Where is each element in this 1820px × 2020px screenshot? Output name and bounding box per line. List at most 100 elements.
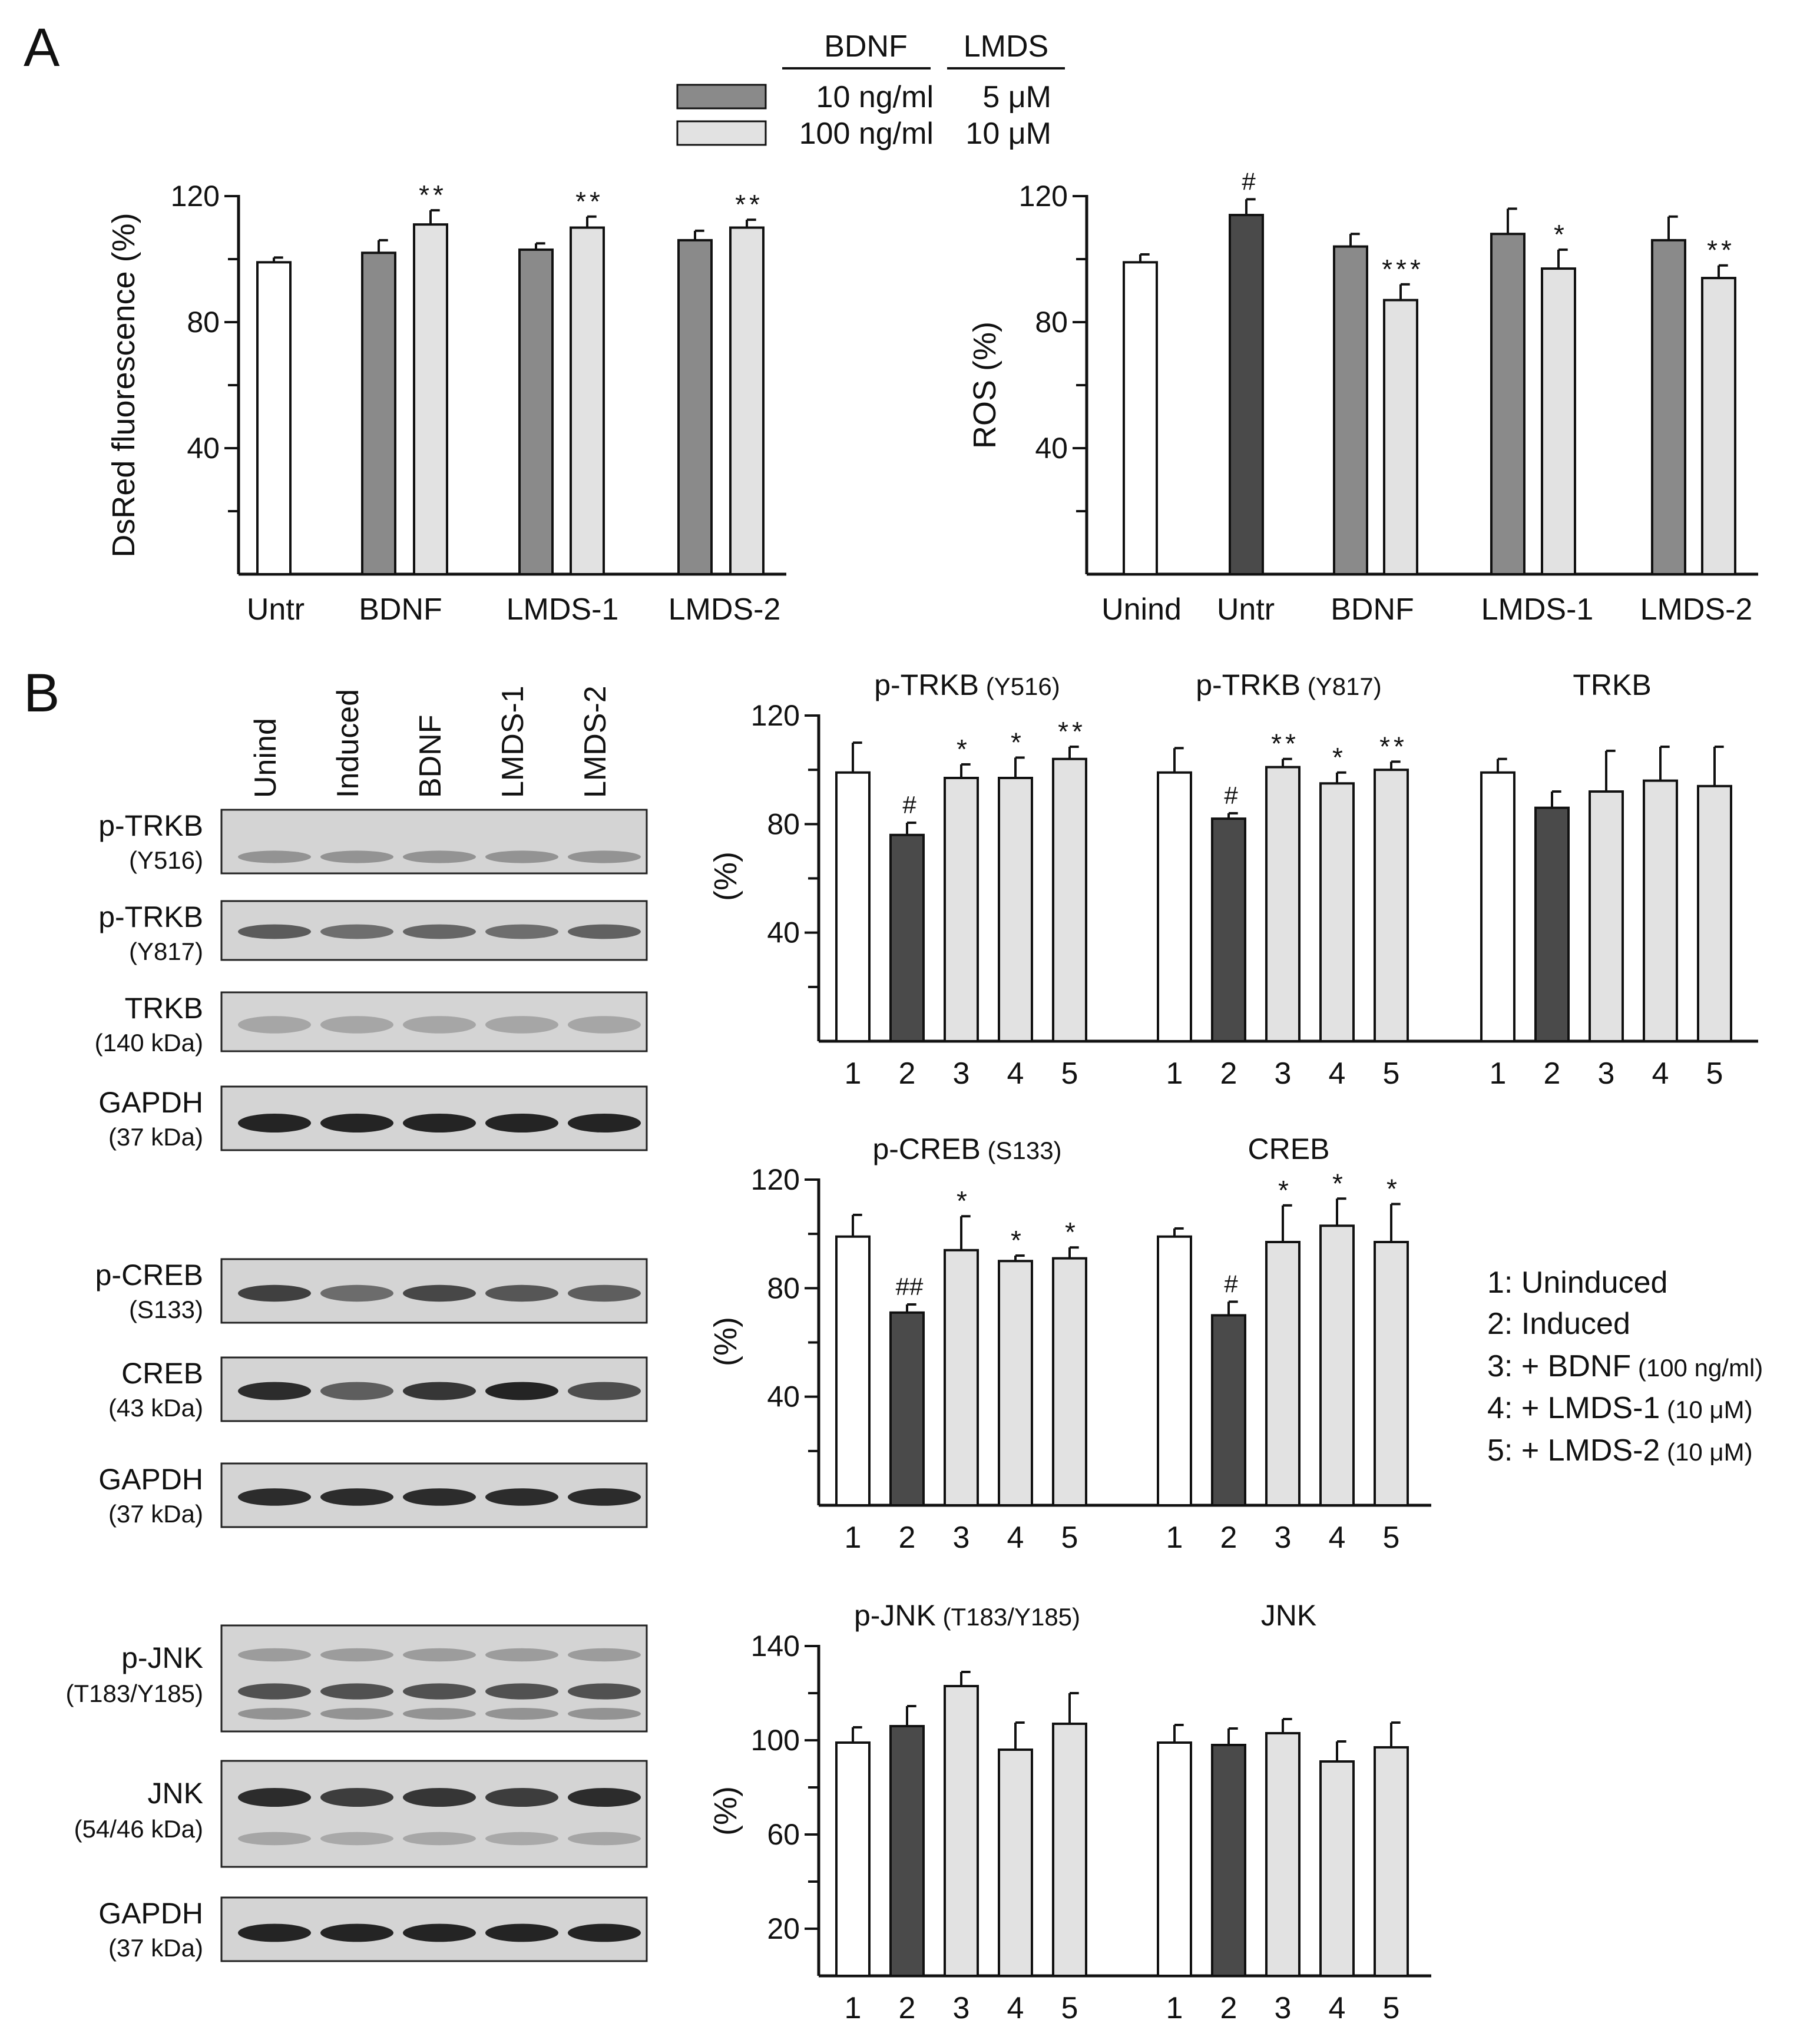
legend-bdnf-dose-2: 100 ng/ml: [799, 117, 934, 151]
ros-x-label-4: LMDS-1: [1481, 592, 1594, 627]
blot-row-sub-9: (54/46 kDa): [74, 1815, 203, 1843]
creb-g2-bar: [1157, 1235, 1192, 1506]
blot-row-sub-7: (37 kDa): [108, 1500, 203, 1528]
creb-group-title-1: p-CREB (S133): [872, 1132, 1061, 1165]
trkb-group-title-2: p-TRKB (Y817): [1196, 668, 1382, 701]
chart-trkb: 40 80 120 (%) p-TRKB (Y516) 1 #2 * 3 * 4 ** 5 p-TRKB …: [708, 668, 1758, 1091]
dsred-bar: [361, 251, 396, 575]
creb-g1-significance: *: [957, 1185, 971, 1216]
ros-y-tick-label: 80: [1035, 306, 1068, 339]
blot-band: [568, 1708, 641, 1720]
blot-band: [403, 924, 476, 939]
trkb-g1-bar: [835, 771, 871, 1043]
ros-bar: [1541, 267, 1576, 575]
trkb-y-axis-label: (%): [708, 852, 743, 901]
blot-band: [238, 850, 311, 863]
blot-band: [568, 1683, 641, 1700]
group-legend-item-4: 4: + LMDS-1 (10 μM): [1487, 1391, 1753, 1425]
trkb-g2-bar: [1157, 771, 1192, 1043]
blot-band: [238, 1114, 311, 1132]
creb-g2-bar: [1374, 1240, 1409, 1507]
blot-row-sub-8: (T183/Y185): [66, 1680, 203, 1707]
trkb-g3-bar: [1480, 771, 1515, 1043]
jnk-g2-bar: [1319, 1760, 1355, 1977]
creb-g1-bar: [944, 1249, 979, 1506]
trkb-g3-bar: [1589, 790, 1624, 1042]
creb-g1-x-label: 1: [845, 1521, 862, 1555]
ros-bar: [1701, 277, 1736, 575]
jnk-g1-bar: [1052, 1723, 1087, 1977]
blot-band: [238, 1708, 311, 1720]
blot-band: [238, 924, 311, 939]
ros-y-axis-label: ROS (%): [967, 322, 1002, 449]
creb-g1-x-label: 2: [899, 1521, 916, 1555]
dsred-x-label-3: LMDS-1: [507, 592, 619, 627]
blot-band: [485, 1708, 558, 1720]
blot-band: [320, 1488, 393, 1506]
blot-row-sub-2: (Y817): [129, 938, 203, 965]
blot-band: [485, 1284, 558, 1302]
dsred-x-label-4: LMDS-2: [669, 592, 781, 627]
jnk-y-tick-label: 60: [767, 1818, 800, 1851]
blot-row-label-10: GAPDH: [98, 1897, 203, 1930]
creb-y-tick-label: 120: [751, 1163, 800, 1196]
trkb-g2-x-label: 3: [1275, 1057, 1292, 1091]
blot-band: [403, 1788, 476, 1807]
ros-bar: [1383, 299, 1418, 575]
trkb-g2-bar: [1374, 769, 1409, 1042]
trkb-y-tick-label: 80: [767, 807, 800, 840]
creb-y-tick-label: 40: [767, 1380, 800, 1413]
trkb-g2-significance: #: [1224, 781, 1238, 809]
blot-band: [568, 1648, 641, 1662]
jnk-g1-x-label: 5: [1061, 1991, 1078, 2020]
trkb-y-tick-label: 120: [751, 699, 800, 732]
blot-row-sub-5: (S133): [129, 1296, 203, 1323]
creb-g2-significance: *: [1386, 1173, 1401, 1204]
blot-band: [568, 1832, 641, 1846]
blot-row-label-9: JNK: [148, 1777, 203, 1810]
panel-label-b: B: [24, 663, 59, 723]
trkb-g1-x-label: 4: [1007, 1057, 1024, 1091]
blot-strip-9: [220, 1760, 648, 1868]
blot-band: [485, 1923, 558, 1942]
blot-band: [485, 1788, 558, 1807]
creb-y-axis-label: (%): [708, 1317, 743, 1366]
creb-group-title-2: CREB: [1248, 1132, 1330, 1165]
trkb-g3-bar: [1534, 806, 1570, 1043]
creb-g2-significance: #: [1224, 1270, 1238, 1297]
trkb-g1-bar: [998, 776, 1033, 1043]
blot-band: [568, 924, 641, 939]
creb-g1-significance: ##: [896, 1273, 924, 1300]
group-legend-item-3: 3: + BDNF (100 ng/ml): [1487, 1349, 1763, 1383]
jnk-g2-x-label: 1: [1166, 1991, 1183, 2020]
creb-g1-significance: *: [1065, 1217, 1079, 1247]
creb-g1-significance: *: [1011, 1225, 1025, 1256]
chart-creb: 40 80 120 (%) p-CREB (S133) 1 ## 2 * 3 * 4 * 5 CREB 1 #2…: [708, 1132, 1431, 1555]
blot-strip-frame: [220, 991, 648, 1052]
blot-band: [238, 1382, 311, 1400]
trkb-g3-x-label: 1: [1490, 1057, 1507, 1091]
trkb-g3-x-label: 5: [1706, 1057, 1723, 1091]
jnk-g2-bar: [1211, 1744, 1246, 1977]
trkb-g1-x-label: 5: [1061, 1057, 1078, 1091]
blot-row-label-2: p-TRKB: [98, 900, 203, 933]
trkb-g1-significance: *: [1011, 727, 1025, 757]
dsred-significance: **: [419, 180, 447, 210]
blot-band: [320, 1016, 393, 1034]
blot-strip-1: [220, 809, 648, 875]
trkb-g3-x-label: 3: [1598, 1057, 1615, 1091]
legend-swatch-2: [676, 120, 767, 146]
group-legend-item-1: 1: Uninduced: [1487, 1266, 1667, 1300]
blot-row-sub-3: (140 kDa): [95, 1029, 203, 1057]
blot-strip-7: [220, 1462, 648, 1528]
jnk-g1-x-label: 4: [1007, 1991, 1024, 2020]
jnk-y-tick-label: 20: [767, 1912, 800, 1945]
blot-band: [238, 1788, 311, 1807]
ros-x-label-2: Untr: [1217, 592, 1275, 627]
trkb-g2-x-label: 4: [1329, 1057, 1346, 1091]
creb-g2-x-label: 2: [1220, 1521, 1237, 1555]
jnk-g2-bar: [1374, 1746, 1409, 1977]
jnk-g2-x-label: 4: [1329, 1991, 1346, 2020]
blot-band: [320, 1382, 393, 1400]
